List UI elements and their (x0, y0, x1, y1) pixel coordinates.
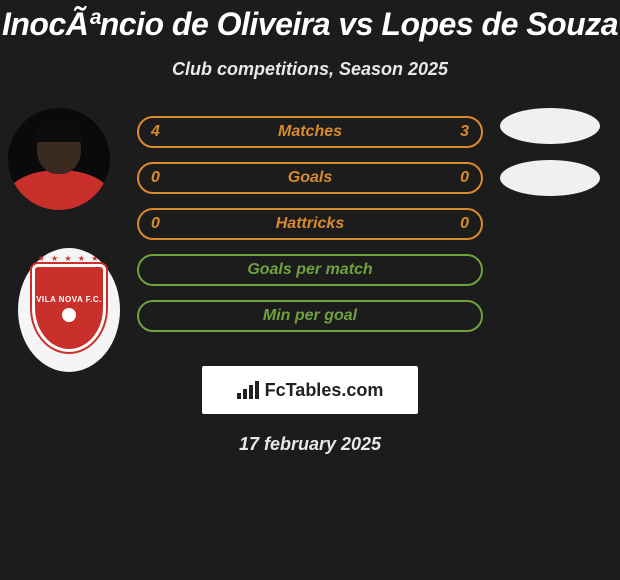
stat-left-value: 0 (151, 169, 160, 187)
player-right-avatar-placeholder (500, 108, 600, 144)
stat-left-value: 0 (151, 215, 160, 233)
page-title: InocÃªncio de Oliveira vs Lopes de Souza (0, 0, 620, 43)
club-badge-text: VILA NOVA F.C. (35, 267, 103, 304)
stat-label: Matches (278, 123, 342, 141)
stat-right-value: 0 (460, 169, 469, 187)
stats-area: ★ ★ ★ ★ ★ VILA NOVA F.C. 4 Matches 3 0 Goals… (0, 116, 620, 332)
stat-row: 0 Goals 0 (137, 162, 483, 194)
stat-label: Goals (288, 169, 332, 187)
club-left-badge: ★ ★ ★ ★ ★ VILA NOVA F.C. (18, 248, 120, 372)
ball-icon (62, 308, 76, 322)
stat-right-value: 3 (460, 123, 469, 141)
badge-stars-icon: ★ ★ ★ ★ ★ (18, 254, 120, 263)
subtitle: Club competitions, Season 2025 (0, 59, 620, 80)
stat-row: 0 Hattricks 0 (137, 208, 483, 240)
stat-label: Min per goal (263, 307, 357, 325)
stat-right-value: 0 (460, 215, 469, 233)
player-right-avatar-placeholder-2 (500, 160, 600, 196)
stat-label: Goals per match (247, 261, 372, 279)
shield-icon: VILA NOVA F.C. (32, 264, 106, 352)
footer-date: 17 february 2025 (0, 434, 620, 455)
stat-label: Hattricks (276, 215, 344, 233)
bars-icon (237, 381, 259, 399)
stat-left-value: 4 (151, 123, 160, 141)
footer-logo: FcTables.com (202, 366, 418, 414)
footer-logo-text: FcTables.com (265, 380, 384, 401)
stat-row: 4 Matches 3 (137, 116, 483, 148)
stat-row: Goals per match (137, 254, 483, 286)
stat-row: Min per goal (137, 300, 483, 332)
player-left-avatar (8, 108, 110, 210)
comparison-card: InocÃªncio de Oliveira vs Lopes de Souza… (0, 0, 620, 580)
